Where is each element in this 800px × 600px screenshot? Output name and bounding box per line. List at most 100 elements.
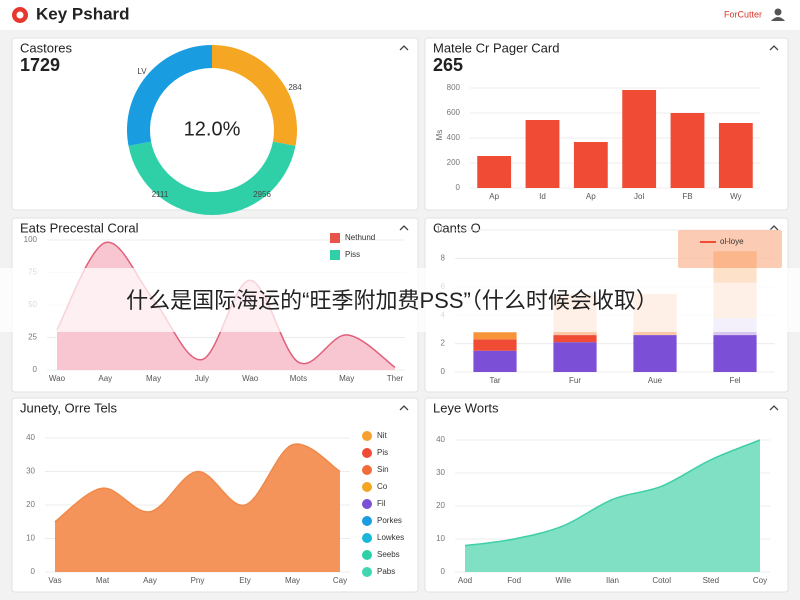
y-tick-label: 10	[26, 534, 35, 543]
legend-swatch	[362, 431, 372, 441]
panel-title: Matele Cr Pager Card	[433, 40, 559, 55]
panel-title: Cants O	[433, 220, 481, 235]
legend-label: Nit	[377, 431, 388, 440]
kpi-value: 265	[433, 55, 463, 75]
x-tick-label: Mots	[290, 374, 307, 383]
area-line	[54, 443, 341, 523]
area-line	[464, 439, 761, 547]
legend-label: ol-loye	[720, 237, 744, 246]
annotation: LV	[137, 67, 147, 76]
kpi-value: 1729	[20, 55, 60, 75]
bar-segment	[473, 339, 517, 351]
x-tick-label: Fel	[729, 376, 740, 385]
panel-title: Junety, Orre Tels	[20, 400, 118, 415]
legend-label: Seebs	[377, 550, 400, 559]
bar-segment	[633, 335, 677, 372]
x-tick-label: Pny	[191, 576, 205, 585]
bar	[718, 123, 753, 188]
annotation: 284	[288, 83, 302, 92]
user-icon[interactable]	[774, 8, 782, 16]
legend-swatch	[362, 482, 372, 492]
y-tick-label: 40	[436, 435, 445, 444]
collapse-icon[interactable]	[399, 405, 409, 411]
x-tick-label: Wile	[556, 576, 572, 585]
app-title: Key Pshard	[36, 4, 130, 23]
y-tick-label: 200	[447, 158, 461, 167]
header-bar	[0, 0, 800, 30]
y-axis-label: Ms	[435, 130, 444, 141]
y-tick-label: 20	[26, 500, 35, 509]
x-tick-label: July	[195, 374, 209, 383]
user-icon-body	[771, 17, 785, 21]
bar-segment	[473, 332, 517, 340]
x-tick-label: Aay	[98, 374, 112, 383]
x-tick-label: Aue	[648, 376, 663, 385]
logo-inner	[16, 11, 24, 19]
annotation: 2956	[253, 190, 271, 199]
x-tick-label: Cay	[333, 576, 347, 585]
legend-box	[678, 230, 782, 268]
legend-label: Nethund	[345, 233, 375, 242]
legend-label: Sin	[377, 465, 389, 474]
x-tick-label: Aay	[143, 576, 157, 585]
panel-title: Castores	[20, 40, 73, 55]
x-tick-label: Coy	[753, 576, 767, 585]
y-tick-label: 30	[26, 467, 35, 476]
legend-swatch	[330, 233, 340, 243]
x-tick-label: May	[146, 374, 161, 383]
y-tick-label: 100	[24, 235, 38, 244]
x-tick-label: FB	[682, 192, 692, 201]
y-tick-label: 600	[447, 108, 461, 117]
y-tick-label: 0	[456, 183, 461, 192]
caption: 什么是国际海运的“旺季附加费PSS”（什么时候会收取）	[126, 288, 658, 313]
annotation: 2111	[152, 190, 169, 199]
legend-label: Lowkes	[377, 533, 404, 542]
center-label: 12.0%	[184, 118, 241, 140]
user-name[interactable]: ForCutter	[724, 9, 762, 19]
bar	[670, 113, 705, 188]
legend-swatch	[330, 250, 340, 260]
legend-label: Porkes	[377, 516, 402, 525]
bar	[477, 156, 512, 188]
y-tick-label: 20	[436, 501, 445, 510]
y-tick-label: 10	[436, 225, 445, 234]
x-tick-label: Wao	[242, 374, 259, 383]
x-tick-label: May	[285, 576, 300, 585]
bar	[622, 90, 657, 188]
bar-segment	[553, 335, 597, 343]
collapse-icon[interactable]	[399, 225, 409, 231]
legend-label: Pis	[377, 448, 388, 457]
y-tick-label: 0	[441, 567, 446, 576]
x-tick-label: Cotol	[652, 576, 671, 585]
y-tick-label: 0	[31, 567, 36, 576]
x-tick-label: May	[339, 374, 354, 383]
legend-swatch	[362, 448, 372, 458]
x-tick-label: Wao	[49, 374, 66, 383]
caption-overlay: 什么是国际海运的“旺季附加费PSS”（什么时候会收取）	[0, 268, 800, 332]
y-tick-label: 8	[441, 254, 446, 263]
donut-segment	[212, 45, 297, 146]
x-tick-label: Tar	[489, 376, 500, 385]
y-tick-label: 25	[28, 333, 37, 342]
bar	[573, 142, 608, 188]
x-tick-label: Aod	[458, 576, 472, 585]
legend-swatch	[362, 533, 372, 543]
collapse-icon[interactable]	[399, 45, 409, 51]
x-tick-label: Mat	[96, 576, 110, 585]
bar-segment	[553, 342, 597, 372]
collapse-icon[interactable]	[769, 45, 779, 51]
y-tick-label: 0	[441, 367, 446, 376]
bar	[525, 120, 560, 188]
y-tick-label: 2	[441, 339, 446, 348]
bar-segment	[713, 335, 757, 372]
area-line	[56, 241, 396, 369]
legend-swatch	[362, 550, 372, 560]
x-tick-label: Ap	[586, 192, 596, 201]
x-tick-label: Id	[539, 192, 546, 201]
collapse-icon[interactable]	[769, 225, 779, 231]
x-tick-label: Ap	[489, 192, 499, 201]
x-tick-label: Fur	[569, 376, 581, 385]
x-tick-label: Ety	[239, 576, 251, 585]
collapse-icon[interactable]	[769, 405, 779, 411]
legend-swatch	[362, 567, 372, 577]
